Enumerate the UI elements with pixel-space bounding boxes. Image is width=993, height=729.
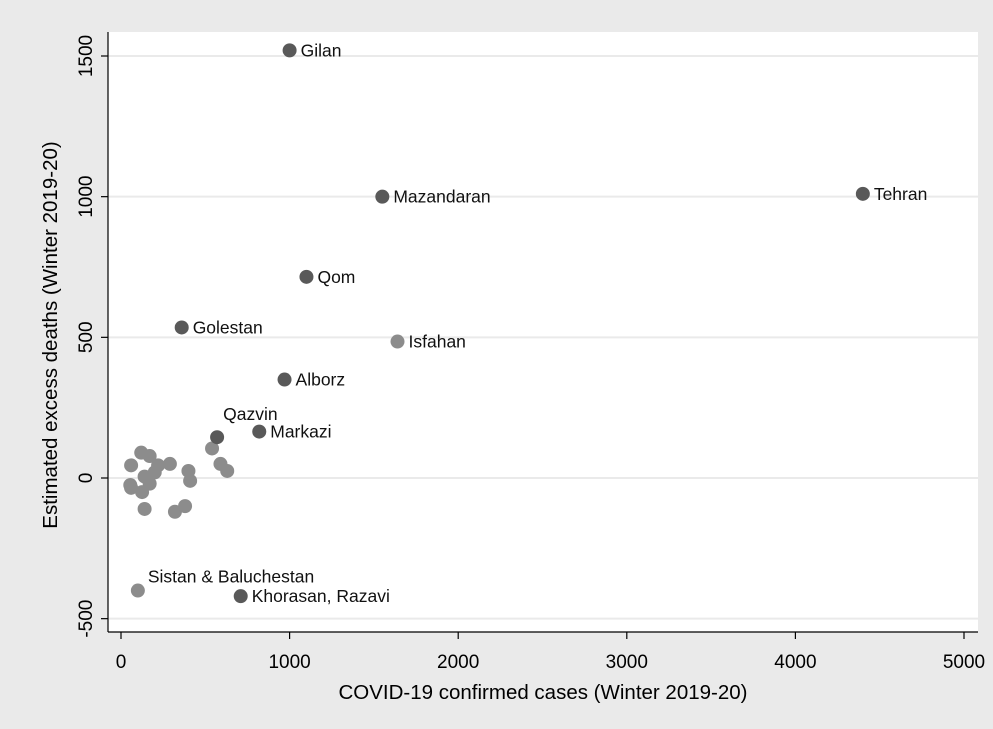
point-label-tehran: Tehran [874, 184, 928, 204]
y-tick-label-1: 0 [76, 473, 97, 484]
data-point [124, 458, 139, 473]
data-point [142, 449, 157, 464]
point-label-golestan: Golestan [193, 317, 263, 337]
data-point [135, 485, 150, 500]
data-point [220, 463, 235, 478]
point-label-qazvin: Qazvin [223, 404, 277, 424]
data-point-labels: Gilan Mazandaran Tehran Qom Golestan Isfahan A… [148, 40, 927, 606]
x-tick-label-0: 0 [116, 652, 127, 673]
data-point-qazvin [210, 430, 225, 445]
point-label-isfahan: Isfahan [409, 332, 466, 352]
y-tick-label-2: 500 [76, 321, 97, 353]
y-tick-label-3: 1000 [76, 176, 97, 218]
data-point-alborz [277, 372, 292, 387]
x-axis-title: COVID-19 confirmed cases (Winter 2019-20… [338, 681, 747, 704]
plot-area [108, 32, 978, 632]
data-point-khorasan-razavi [233, 589, 248, 604]
data-point-golestan [174, 320, 189, 335]
x-tick-label-2: 2000 [437, 652, 479, 673]
x-tick-label-4: 4000 [774, 652, 816, 673]
data-point-qom [299, 269, 314, 284]
point-label-mazandaran: Mazandaran [393, 187, 490, 207]
data-point [178, 499, 193, 514]
x-tick-label-5: 5000 [943, 652, 985, 673]
y-ticks: -500 0 500 1000 1500 [76, 35, 108, 638]
data-point [183, 473, 198, 488]
data-point [137, 501, 152, 516]
data-point [124, 480, 139, 495]
x-tick-label-1: 1000 [268, 652, 310, 673]
data-point-sistan-baluchestan [130, 583, 145, 598]
data-point-gilan [282, 43, 297, 58]
data-points [123, 43, 870, 604]
data-point-isfahan [390, 334, 405, 349]
data-point [205, 441, 220, 456]
point-label-markazi: Markazi [270, 422, 331, 442]
data-point-tehran [855, 186, 870, 201]
point-label-khorasan-razavi: Khorasan, Razavi [252, 586, 390, 606]
y-tick-label-0: -500 [76, 600, 97, 638]
point-label-alborz: Alborz [296, 370, 346, 390]
y-axis-title: Estimated excess deaths (Winter 2019-20) [39, 141, 62, 528]
point-label-gilan: Gilan [301, 40, 342, 60]
axes [107, 32, 978, 633]
data-point [162, 456, 177, 471]
data-point-markazi [252, 424, 267, 439]
point-label-sistan-baluchestan: Sistan & Baluchestan [148, 567, 314, 587]
y-tick-label-4: 1500 [76, 35, 97, 77]
x-tick-label-3: 3000 [606, 652, 648, 673]
point-label-qom: Qom [317, 267, 355, 287]
x-ticks: 0 1000 2000 3000 4000 5000 [116, 632, 985, 673]
data-point-mazandaran [375, 189, 390, 204]
grid-lines [108, 55, 978, 620]
